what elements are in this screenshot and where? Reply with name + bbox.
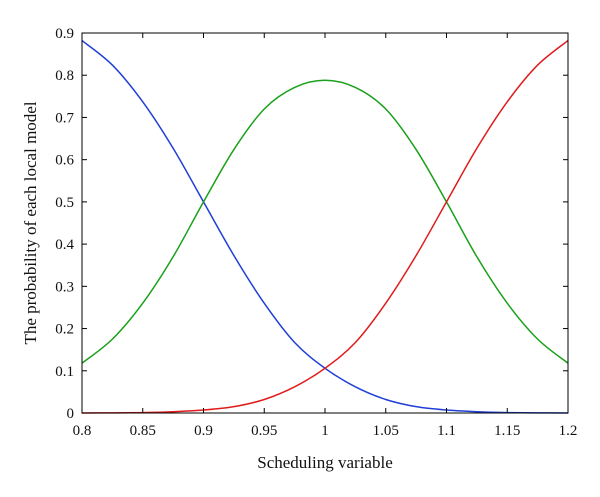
x-tick-label: 1.1 [437,423,456,439]
x-tick-label: 0.9 [194,423,213,439]
series-line-green [81,79,569,364]
y-tick-label: 0.4 [55,237,74,253]
y-tick-label: 0.8 [55,68,74,84]
series-line-red [81,40,569,414]
x-tick-label: 1 [321,423,329,439]
y-tick-label: 0.6 [55,153,74,169]
y-tick-label: 0.1 [55,364,74,380]
y-tick-label: 0.9 [55,26,74,42]
x-tick-label: 0.95 [251,423,277,439]
y-tick-label: 0.5 [55,195,74,211]
x-tick-label: 1.2 [559,423,578,439]
x-tick-label: 1.15 [494,423,520,439]
x-axis-label: Scheduling variable [257,453,393,472]
plot-frame [81,32,569,414]
series-line-blue [81,40,569,414]
y-tick-label: 0.2 [55,322,74,338]
x-tick-label: 0.8 [73,423,92,439]
y-tick-label: 0.7 [55,110,74,126]
x-tick-label: 1.05 [373,423,399,439]
x-tick-label: 0.85 [130,423,156,439]
y-tick-label: 0.3 [55,279,74,295]
y-axis-label: The probability of each local model [21,101,40,344]
y-tick-label: 0 [67,406,75,422]
